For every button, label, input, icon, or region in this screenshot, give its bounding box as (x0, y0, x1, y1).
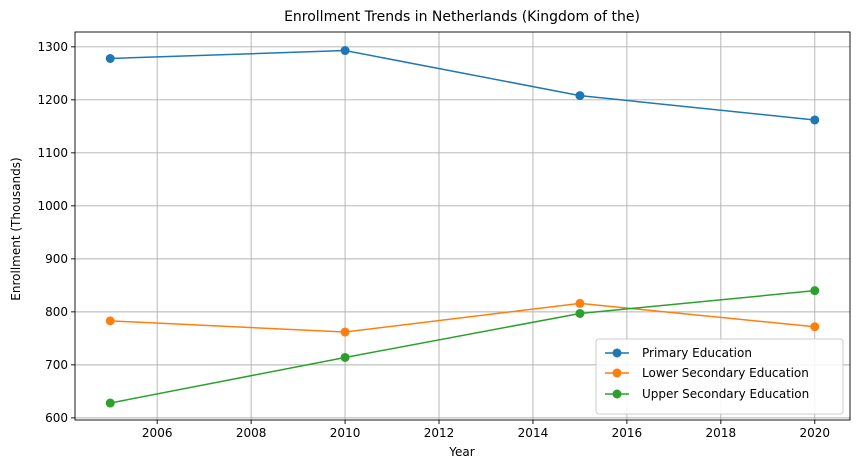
data-point-upper-secondary-education (575, 308, 585, 318)
data-point-lower-secondary-education (340, 327, 350, 337)
x-tick-label: 2016 (612, 426, 643, 440)
series-line-upper-secondary-education (110, 289, 815, 404)
data-point-upper-secondary-education (105, 398, 115, 408)
series-layer (105, 46, 820, 408)
data-point-primary-education (105, 54, 115, 64)
data-point-primary-education (575, 91, 585, 101)
chart-title: Enrollment Trends in Netherlands (Kingdo… (284, 9, 640, 25)
legend: Primary Education Lower Secondary Educat… (595, 338, 844, 415)
x-tick-label: 2010 (330, 426, 361, 440)
data-point-lower-secondary-education (105, 316, 115, 326)
series-line-lower-secondary-education (110, 302, 815, 333)
series-line-primary-education (110, 49, 815, 121)
data-point-primary-education (810, 115, 820, 125)
x-tick-label: 2008 (236, 426, 267, 440)
y-axis-title: Enrollment (Thousands) (9, 157, 23, 300)
y-tick-label: 900 (45, 252, 68, 266)
legend-label-upper-secondary: Upper Secondary Education (642, 387, 809, 401)
x-tick-label: 2018 (706, 426, 737, 440)
data-point-upper-secondary-education (810, 286, 820, 296)
x-tick-label: 2020 (799, 426, 830, 440)
y-tick-label: 1000 (37, 199, 68, 213)
legend-box (595, 338, 844, 415)
legend-marker-lower-secondary (612, 368, 622, 378)
legend-marker-upper-secondary (612, 389, 622, 399)
y-tick-label: 1200 (37, 93, 68, 107)
y-tick-label: 1100 (37, 146, 68, 160)
legend-marker-primary (612, 348, 622, 358)
x-tick-label: 2012 (424, 426, 455, 440)
legend-label-primary: Primary Education (642, 346, 752, 360)
x-tick-label: 2014 (518, 426, 549, 440)
y-tick-label: 800 (45, 305, 68, 319)
legend-label-lower-secondary: Lower Secondary Education (642, 366, 809, 380)
y-tick-label: 700 (45, 358, 68, 372)
data-point-lower-secondary-education (575, 298, 585, 308)
data-point-upper-secondary-education (340, 352, 350, 362)
y-tick-label: 600 (45, 411, 68, 425)
axes: 2006 2008 2010 2012 2014 2016 2018 2020 600 700 80… (37, 40, 830, 440)
x-tick-label: 2006 (142, 426, 173, 440)
data-point-lower-secondary-education (810, 322, 820, 332)
y-tick-label: 1300 (37, 40, 68, 54)
data-point-primary-education (340, 46, 350, 56)
plot-frame (74, 31, 851, 421)
x-axis-title: Year (448, 445, 474, 459)
